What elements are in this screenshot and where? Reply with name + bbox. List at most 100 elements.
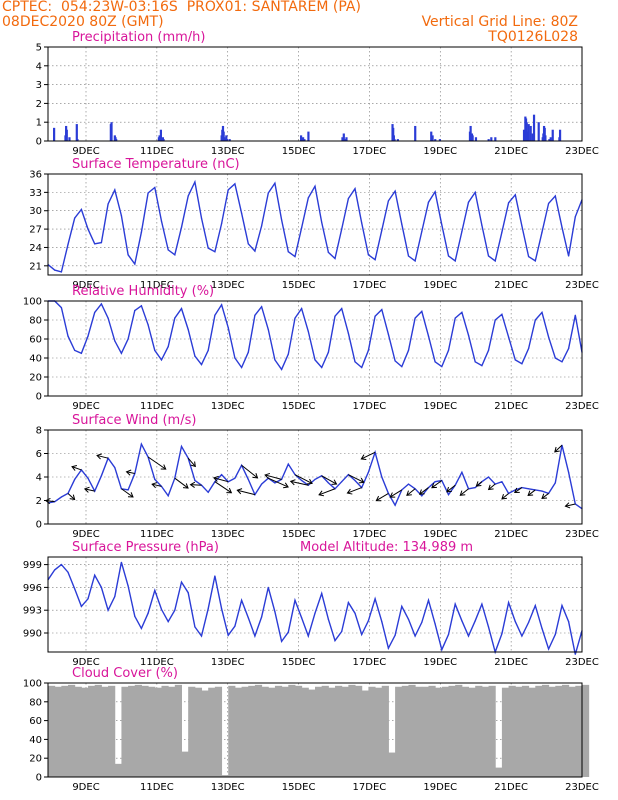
humidity-point bbox=[327, 351, 329, 353]
temperature-point bbox=[407, 255, 410, 257]
wind-wind-arrow bbox=[347, 487, 362, 494]
cloud-bar bbox=[575, 685, 583, 777]
precipitation-bar bbox=[430, 131, 433, 141]
wind-wind-arrowhead bbox=[264, 472, 271, 479]
wind-wind-arrowhead bbox=[501, 494, 507, 500]
humidity-xtick-label: 13DEC bbox=[211, 401, 245, 412]
pressure-point bbox=[334, 640, 336, 642]
wind-wind-arrowhead bbox=[514, 487, 520, 494]
temperature-point bbox=[100, 241, 102, 244]
temperature-point bbox=[294, 256, 296, 258]
cloud-bar bbox=[228, 685, 236, 777]
cloud-bar bbox=[475, 685, 483, 777]
wind-wind-arrowhead bbox=[318, 490, 325, 497]
precipitation-bar bbox=[222, 131, 225, 141]
temperature-point bbox=[341, 228, 343, 230]
temperature-ytick-label: 36 bbox=[29, 170, 42, 181]
cloud-bar bbox=[254, 684, 263, 777]
pressure-point bbox=[174, 609, 176, 611]
precipitation-xtick-label: 21DEC bbox=[494, 146, 528, 157]
pressure-frame bbox=[47, 556, 583, 653]
cloud-bar bbox=[375, 687, 383, 777]
precipitation-bar bbox=[526, 131, 529, 141]
wind-point bbox=[487, 476, 490, 478]
wind-wind-arrow bbox=[501, 493, 509, 500]
pressure-point bbox=[220, 608, 223, 610]
wind-wind-arrowhead bbox=[190, 461, 196, 468]
cloud-bar bbox=[381, 685, 389, 777]
precipitation-bar bbox=[341, 137, 344, 141]
humidity-point bbox=[100, 303, 102, 305]
temperature-point bbox=[220, 222, 223, 225]
precipitation-panel: Precipitation (mm/h) 9DEC 11DEC 13DEC 15DEC 1… bbox=[36, 30, 599, 157]
cloud-bar bbox=[355, 685, 363, 777]
wind-point bbox=[461, 471, 463, 473]
wind-point bbox=[327, 482, 329, 484]
cloud-bar bbox=[495, 767, 503, 777]
wind-wind-arrowhead bbox=[446, 486, 452, 493]
temperature-point bbox=[501, 231, 503, 233]
humidity-point bbox=[200, 364, 203, 366]
temperature-point bbox=[261, 225, 263, 227]
humidity-point bbox=[274, 359, 276, 361]
cloud-xtick-label: 19DEC bbox=[423, 782, 457, 793]
wind-xtick-label: 11DEC bbox=[140, 529, 174, 540]
temperature-point bbox=[561, 226, 563, 228]
temperature-point bbox=[541, 231, 543, 233]
pressure-point bbox=[441, 649, 443, 651]
pressure-point bbox=[421, 621, 423, 623]
cloud-bar bbox=[455, 684, 463, 777]
temperature-point bbox=[254, 250, 256, 252]
pressure-point bbox=[67, 571, 69, 573]
temperature-point bbox=[301, 227, 303, 229]
precipitation-bar bbox=[159, 129, 163, 141]
pressure-point bbox=[240, 599, 243, 601]
pressure-point bbox=[561, 605, 563, 607]
wind-wind-arrow bbox=[126, 471, 135, 474]
temperature-point bbox=[354, 188, 356, 190]
temperature-point bbox=[140, 231, 143, 233]
cloud-bar bbox=[501, 687, 510, 777]
temperature-xtick-label: 13DEC bbox=[211, 280, 245, 291]
wind-point bbox=[74, 478, 76, 480]
temperature-point bbox=[467, 201, 470, 203]
wind-wind-arrow bbox=[431, 480, 443, 489]
cloud-bar bbox=[288, 684, 296, 777]
pressure-point bbox=[87, 598, 89, 600]
precipitation-bar bbox=[549, 137, 552, 141]
cloud-xtick-label: 9DEC bbox=[72, 782, 99, 793]
header-right-line2: TQ0126L028 bbox=[488, 29, 578, 45]
humidity-point bbox=[227, 327, 229, 329]
wind-wind-arrowhead bbox=[487, 484, 494, 491]
wind-panel: Surface Wind (m/s) 9DEC 11DEC 13DEC 15DEC 17D… bbox=[36, 413, 599, 540]
pressure-point bbox=[414, 635, 416, 637]
humidity-point bbox=[154, 349, 156, 351]
precipitation-xtick-label: 23DEC bbox=[565, 146, 599, 157]
wind-point bbox=[394, 504, 396, 506]
humidity-point bbox=[434, 361, 436, 363]
humidity-frame bbox=[47, 300, 583, 397]
cloud-bar bbox=[515, 686, 523, 777]
cloud-bar bbox=[114, 763, 122, 777]
cloud-bar bbox=[561, 684, 570, 777]
humidity-point bbox=[220, 304, 223, 306]
temperature-xtick-label: 19DEC bbox=[423, 280, 457, 291]
precipitation-bar bbox=[529, 125, 532, 141]
humidity-point bbox=[180, 308, 183, 310]
temperature-point bbox=[481, 224, 483, 227]
wind-point bbox=[474, 486, 476, 489]
humidity-point bbox=[74, 349, 76, 351]
pressure-point bbox=[167, 621, 169, 623]
pressure-point bbox=[481, 603, 483, 605]
precipitation-bar bbox=[551, 129, 554, 141]
cloud-bar bbox=[435, 687, 443, 777]
temperature-point bbox=[441, 224, 443, 226]
humidity-point bbox=[314, 359, 316, 361]
pressure-point bbox=[434, 623, 436, 625]
temperature-point bbox=[160, 220, 163, 222]
pressure-point bbox=[267, 586, 269, 589]
humidity-point bbox=[541, 311, 543, 313]
pressure-point bbox=[120, 561, 123, 563]
cloud-bar bbox=[161, 685, 169, 777]
